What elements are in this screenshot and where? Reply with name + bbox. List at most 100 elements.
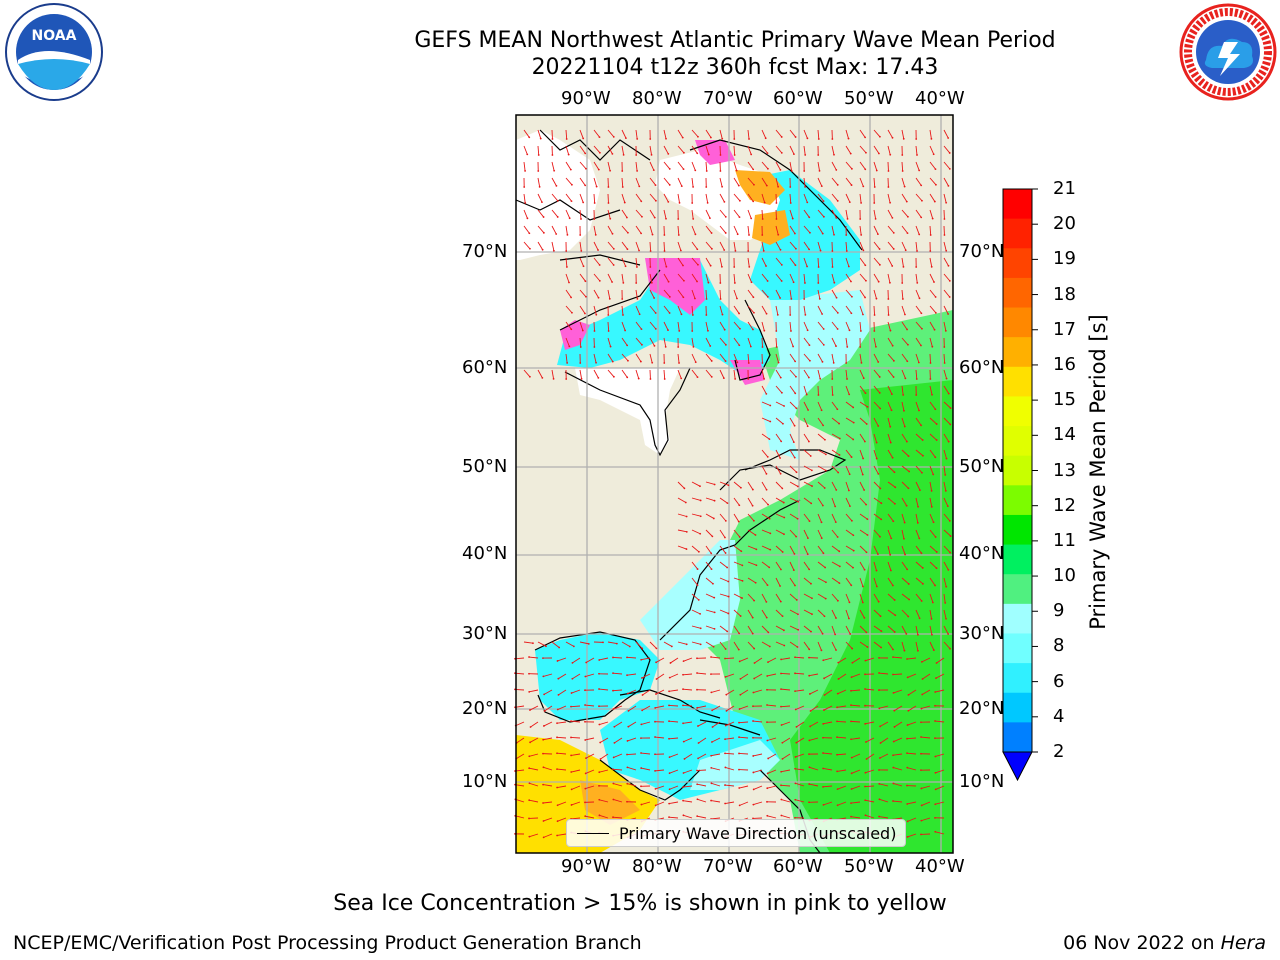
wave-direction-arrow (761, 385, 767, 395)
wave-direction-arrow (711, 782, 721, 787)
wave-direction-arrow (780, 673, 791, 675)
wave-direction-arrow (655, 801, 665, 806)
wave-direction-arrow (725, 801, 735, 804)
wave-direction-arrow (775, 529, 785, 535)
wave-direction-arrow-head (794, 672, 796, 675)
wave-direction-arrow-head (838, 565, 841, 568)
wave-direction-arrow (943, 369, 947, 379)
wave-direction-arrow (838, 657, 847, 664)
wave-direction-arrow (859, 545, 867, 553)
wave-direction-arrow-head (682, 799, 684, 802)
wave-direction-arrow (817, 337, 825, 346)
wave-direction-arrow (767, 704, 777, 707)
wave-direction-arrow (859, 561, 865, 570)
wave-direction-arrow (929, 545, 938, 553)
wave-direction-arrow (691, 369, 698, 378)
wave-direction-arrow (901, 481, 909, 489)
wave-direction-arrow-head (850, 756, 853, 759)
wave-direction-arrow-head (833, 233, 835, 236)
wave-direction-arrow (921, 705, 931, 709)
wave-direction-arrow-head (850, 738, 852, 741)
wave-direction-arrow (579, 129, 584, 139)
wave-direction-arrow (851, 769, 861, 774)
wave-direction-arrow-head (892, 740, 895, 743)
wave-direction-arrow-head (893, 726, 896, 728)
wave-direction-arrow-head (931, 601, 934, 604)
wave-direction-arrow (873, 513, 882, 520)
wave-direction-arrow (859, 593, 864, 603)
wave-direction-arrow (789, 529, 797, 537)
wave-direction-arrow (593, 241, 599, 251)
wave-direction-arrow (523, 369, 531, 378)
wave-direction-arrow-head (838, 422, 840, 425)
wave-direction-arrow (851, 816, 861, 819)
wave-direction-arrow (747, 625, 754, 634)
wave-direction-arrow (663, 145, 669, 155)
wave-direction-arrow (747, 177, 755, 186)
wave-direction-arrow (935, 785, 945, 790)
wave-direction-arrow (873, 241, 880, 250)
wave-direction-arrow-head (836, 328, 839, 330)
colorbar-segment (1003, 307, 1032, 338)
wave-direction-arrow-head (943, 218, 946, 220)
wave-direction-arrow-head (794, 708, 797, 711)
wave-direction-arrow (887, 369, 894, 378)
wave-direction-arrow (893, 800, 903, 803)
wave-direction-arrow (887, 129, 893, 139)
wave-direction-arrow (593, 177, 598, 187)
wave-direction-arrow (782, 753, 791, 760)
wave-direction-arrow-head (906, 328, 908, 331)
wave-direction-arrow-head (931, 393, 933, 396)
wave-direction-arrow-head (852, 406, 855, 409)
wave-direction-arrow-head (711, 535, 714, 538)
wave-direction-arrow (795, 705, 805, 710)
wave-direction-arrow-head (682, 168, 685, 170)
wave-direction-arrow (851, 673, 861, 678)
wave-direction-arrow (668, 704, 679, 707)
wave-direction-arrow-head (822, 215, 825, 218)
wave-direction-arrow (691, 577, 698, 586)
wave-direction-arrow-head (663, 234, 666, 236)
wave-direction-arrow (593, 193, 596, 204)
wave-direction-arrow (761, 465, 767, 475)
wave-direction-arrow (935, 831, 945, 835)
wave-direction-arrow-head (752, 736, 754, 739)
wave-direction-arrow (593, 273, 601, 282)
wave-direction-arrow-head (944, 489, 947, 492)
wave-direction-arrow-head (865, 758, 868, 760)
wave-direction-arrow-head (707, 153, 710, 156)
wave-direction-arrow-head (570, 771, 573, 773)
wave-direction-arrow (529, 737, 539, 743)
wave-direction-arrow-head (748, 234, 750, 236)
wave-direction-arrow-head (664, 345, 667, 348)
wave-direction-arrow-head (849, 152, 852, 155)
wave-direction-arrow (915, 353, 920, 363)
wave-direction-arrow-head (864, 785, 866, 788)
wave-direction-arrow (865, 769, 875, 774)
wave-direction-arrow-head (584, 772, 587, 775)
wave-direction-arrow (612, 689, 623, 692)
wave-direction-arrow-head (750, 281, 753, 284)
wave-direction-arrow-head (904, 553, 906, 556)
wave-direction-arrow-head (705, 314, 708, 316)
wave-direction-arrow (873, 337, 877, 347)
wave-direction-arrow (915, 609, 921, 619)
wave-direction-arrow-head (865, 423, 868, 425)
wave-direction-arrow-head (850, 184, 853, 186)
wave-direction-arrow (929, 529, 936, 538)
wave-direction-arrow-head (697, 599, 700, 601)
wave-direction-arrow (719, 225, 727, 234)
wave-direction-arrow-head (890, 409, 893, 412)
wave-direction-arrow-head (710, 247, 713, 250)
wave-direction-arrow (915, 209, 922, 218)
wave-direction-arrow-head (892, 520, 895, 523)
lat-label-right: 50°N (959, 456, 1005, 477)
wave-direction-arrow (523, 129, 530, 138)
wave-direction-arrow (724, 657, 735, 659)
wave-direction-arrow (612, 657, 623, 659)
sea-ice-pink-1 (695, 140, 735, 165)
wave-direction-arrow (627, 766, 637, 771)
wave-direction-arrow-head (906, 752, 908, 755)
wave-direction-arrow-head (526, 153, 529, 156)
wave-direction-arrow (585, 657, 595, 663)
